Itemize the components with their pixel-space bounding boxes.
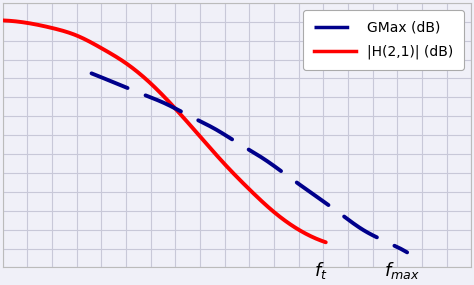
Text: $f_{max}$: $f_{max}$ <box>384 260 420 281</box>
Text: $f_t$: $f_t$ <box>314 260 328 281</box>
Legend: GMax (dB), |H(2,1)| (dB): GMax (dB), |H(2,1)| (dB) <box>303 10 464 70</box>
